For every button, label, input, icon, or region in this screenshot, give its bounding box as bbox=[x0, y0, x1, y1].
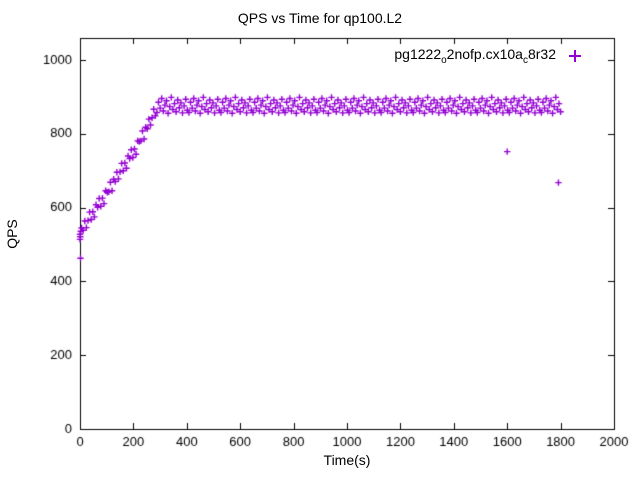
legend-label-subscript: o bbox=[441, 54, 447, 66]
legend: pg1222o2nofp.cx10ac8r32 bbox=[394, 46, 582, 66]
chart-title: QPS vs Time for qp100.L2 bbox=[237, 10, 403, 26]
legend-label-part: 8r32 bbox=[527, 46, 556, 62]
legend-series-label: pg1222o2nofp.cx10ac8r32 bbox=[394, 46, 556, 66]
plus-marker-icon bbox=[569, 49, 581, 62]
legend-label-part: pg1222 bbox=[394, 46, 442, 62]
legend-label-part: 2nofp.cx10a bbox=[446, 46, 523, 62]
x-axis-label: Time(s) bbox=[323, 452, 371, 468]
y-axis-label: QPS bbox=[4, 219, 20, 249]
legend-label-subscript: c bbox=[522, 54, 528, 66]
